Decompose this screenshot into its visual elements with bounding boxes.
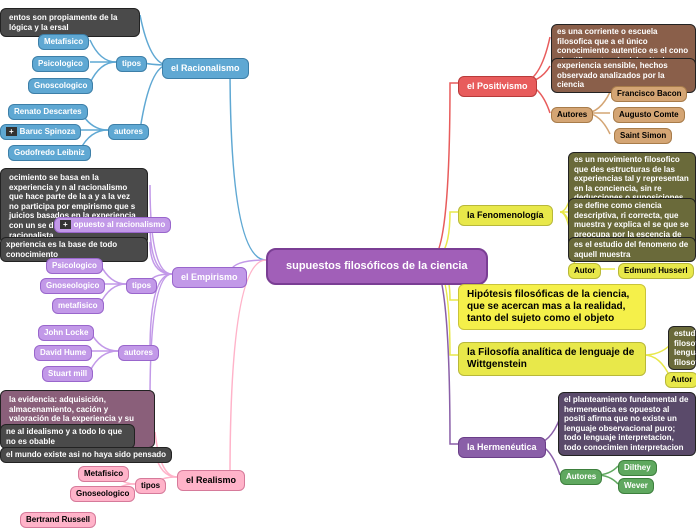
positivismo-node[interactable]: el Positivismo	[458, 76, 537, 97]
herm-autor1[interactable]: Dilthey	[618, 460, 657, 476]
autor-descartes[interactable]: Renato Descartes	[8, 104, 88, 120]
racionalismo-node[interactable]: el Racionalismo	[162, 58, 249, 79]
emp-autores-label[interactable]: autores	[118, 345, 159, 361]
pos-autor3[interactable]: Saint Simon	[614, 128, 672, 144]
real-tipo2[interactable]: Gnoseologico	[70, 486, 135, 502]
center-node[interactable]: supuestos filosóficos de la ciencia	[266, 248, 488, 285]
autor-spinoza[interactable]: +Baruc Spinoza	[0, 124, 81, 140]
emp-autor1[interactable]: John Locke	[38, 325, 94, 341]
emp-tipos-label[interactable]: tipos	[126, 278, 157, 294]
autores-label[interactable]: autores	[108, 124, 149, 140]
hermeneutica-node[interactable]: la Hermenéutica	[458, 437, 546, 458]
autor-leibniz[interactable]: Godofredo Leibniz	[8, 145, 91, 161]
witt-desc: estudio filosofi lenguaj filosofic	[668, 326, 696, 370]
fen-autor[interactable]: Edmund Husserl	[618, 263, 694, 279]
tipo-metafisico[interactable]: Metafisico	[38, 34, 89, 50]
tipo-psicologico[interactable]: Psicologico	[32, 56, 89, 72]
fenomenologia-node[interactable]: la Fenomenología	[458, 205, 553, 226]
pos-autor2[interactable]: Augusto Comte	[613, 107, 685, 123]
emp-tipo1[interactable]: Psicologico	[46, 258, 103, 274]
pos-autor1[interactable]: Francisco Bacon	[611, 86, 687, 102]
pos-autores[interactable]: Autores	[551, 107, 593, 123]
real-desc2: el mundo existe asi no haya sido pensado	[0, 447, 172, 463]
empirismo-desc1: ocimiento se basa en la experiencia y n …	[0, 168, 148, 245]
opuesto[interactable]: +opuesto al racionalismo	[54, 217, 171, 233]
realismo-node[interactable]: el Realismo	[177, 470, 245, 491]
emp-autor2[interactable]: David Hume	[34, 345, 92, 361]
fen-desc3: es el estudio del fenomeno de aquell mue…	[568, 237, 696, 262]
herm-autores[interactable]: Autores	[560, 469, 602, 485]
racionalismo-desc: entos son propiamente de la lógica y la …	[0, 8, 140, 37]
real-tipos[interactable]: tipos	[135, 478, 166, 494]
emp-tipo2[interactable]: Gnoseologico	[40, 278, 105, 294]
tipos-label[interactable]: tipos	[116, 56, 147, 72]
hipotesis-node[interactable]: Hipótesis filosóficas de la ciencia, que…	[458, 284, 646, 330]
emp-autor3[interactable]: Stuart mill	[42, 366, 93, 382]
empirismo-node[interactable]: el Empirismo	[172, 267, 247, 288]
herm-autor2[interactable]: Wever	[618, 478, 654, 494]
real-tipo1[interactable]: Metafisico	[78, 466, 129, 482]
wittgenstein-node[interactable]: la Filosofía analítica de lenguaje de Wi…	[458, 342, 646, 376]
herm-desc: el planteamiento fundamental de hermeneu…	[558, 392, 696, 456]
witt-autor[interactable]: Autor	[665, 372, 696, 388]
real-desc1: ne al idealismo y a todo lo que no es ob…	[0, 424, 135, 449]
tipo-gnoscologico[interactable]: Gnoscologico	[28, 78, 93, 94]
fen-autor-label[interactable]: Autor	[568, 263, 601, 279]
emp-tipo3[interactable]: metafisico	[52, 298, 104, 314]
